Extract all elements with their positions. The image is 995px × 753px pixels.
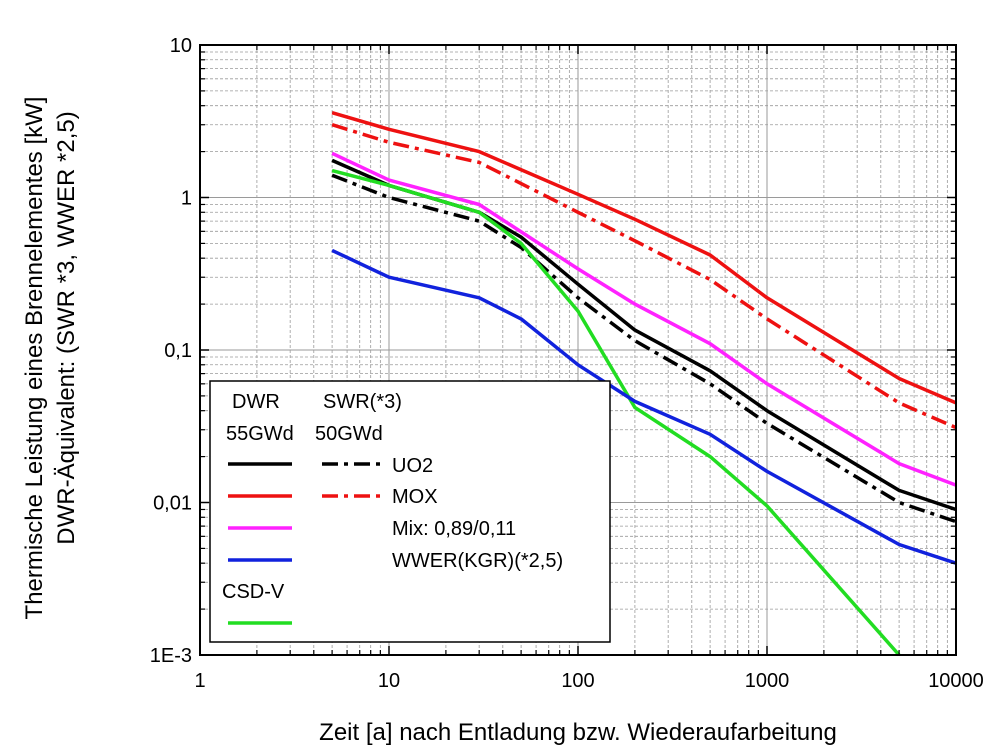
- x-tick-label: 10000: [928, 670, 984, 692]
- y-tick-label: 1: [181, 188, 192, 210]
- legend-header-swr: SWR(*3): [323, 391, 402, 413]
- x-tick-label: 1: [194, 670, 205, 692]
- series-line-csd-v: [331, 168, 901, 657]
- legend-label-csdv: CSD-V: [222, 581, 285, 603]
- y-axis-label-line1: Thermische Leistung eines Brennelementes…: [21, 97, 48, 620]
- y-tick-label: 10: [170, 35, 192, 57]
- legend-label-wwer: WWER(KGR)(*2,5): [392, 550, 563, 572]
- y-tick-label: 0,01: [153, 493, 192, 515]
- legend: DWR 55GWd SWR(*3) 50GWd UO2 MOX Mix: 0,8…: [209, 380, 611, 643]
- legend-label-mix: Mix: 0,89/0,11: [392, 518, 516, 540]
- y-tick-label: 1E-3: [150, 645, 192, 667]
- x-tick-label: 10: [378, 670, 400, 692]
- legend-label-mox: MOX: [392, 486, 438, 508]
- series-line-dwr-mix: [331, 151, 957, 487]
- series-line-dwr-mox: [331, 111, 957, 405]
- series-line-swr-mox: [331, 123, 957, 430]
- y-axis-label-line2: DWR-Äquivalent: (SWR *3, WWER *2,5): [53, 111, 80, 544]
- x-tick-label: 1000: [745, 670, 790, 692]
- legend-box: [209, 380, 611, 643]
- series-line-swr-uo2: [331, 173, 957, 524]
- legend-label-uo2: UO2: [392, 455, 433, 477]
- legend-header-swr-burnup: 50GWd: [315, 423, 383, 445]
- x-tick-label: 100: [561, 670, 594, 692]
- legend-header-dwr: DWR: [232, 391, 280, 413]
- axis-ticks: [199, 44, 957, 656]
- legend-samples: [228, 462, 386, 625]
- y-tick-label: 0,1: [164, 340, 192, 362]
- tick-labels: 1 10 100 1000 10000 1E-3 0,01 0,1 1 10: [150, 35, 984, 692]
- x-axis-label: Zeit [a] nach Entladung bzw. Wiederaufar…: [319, 719, 837, 746]
- legend-header-dwr-burnup: 55GWd: [226, 423, 294, 445]
